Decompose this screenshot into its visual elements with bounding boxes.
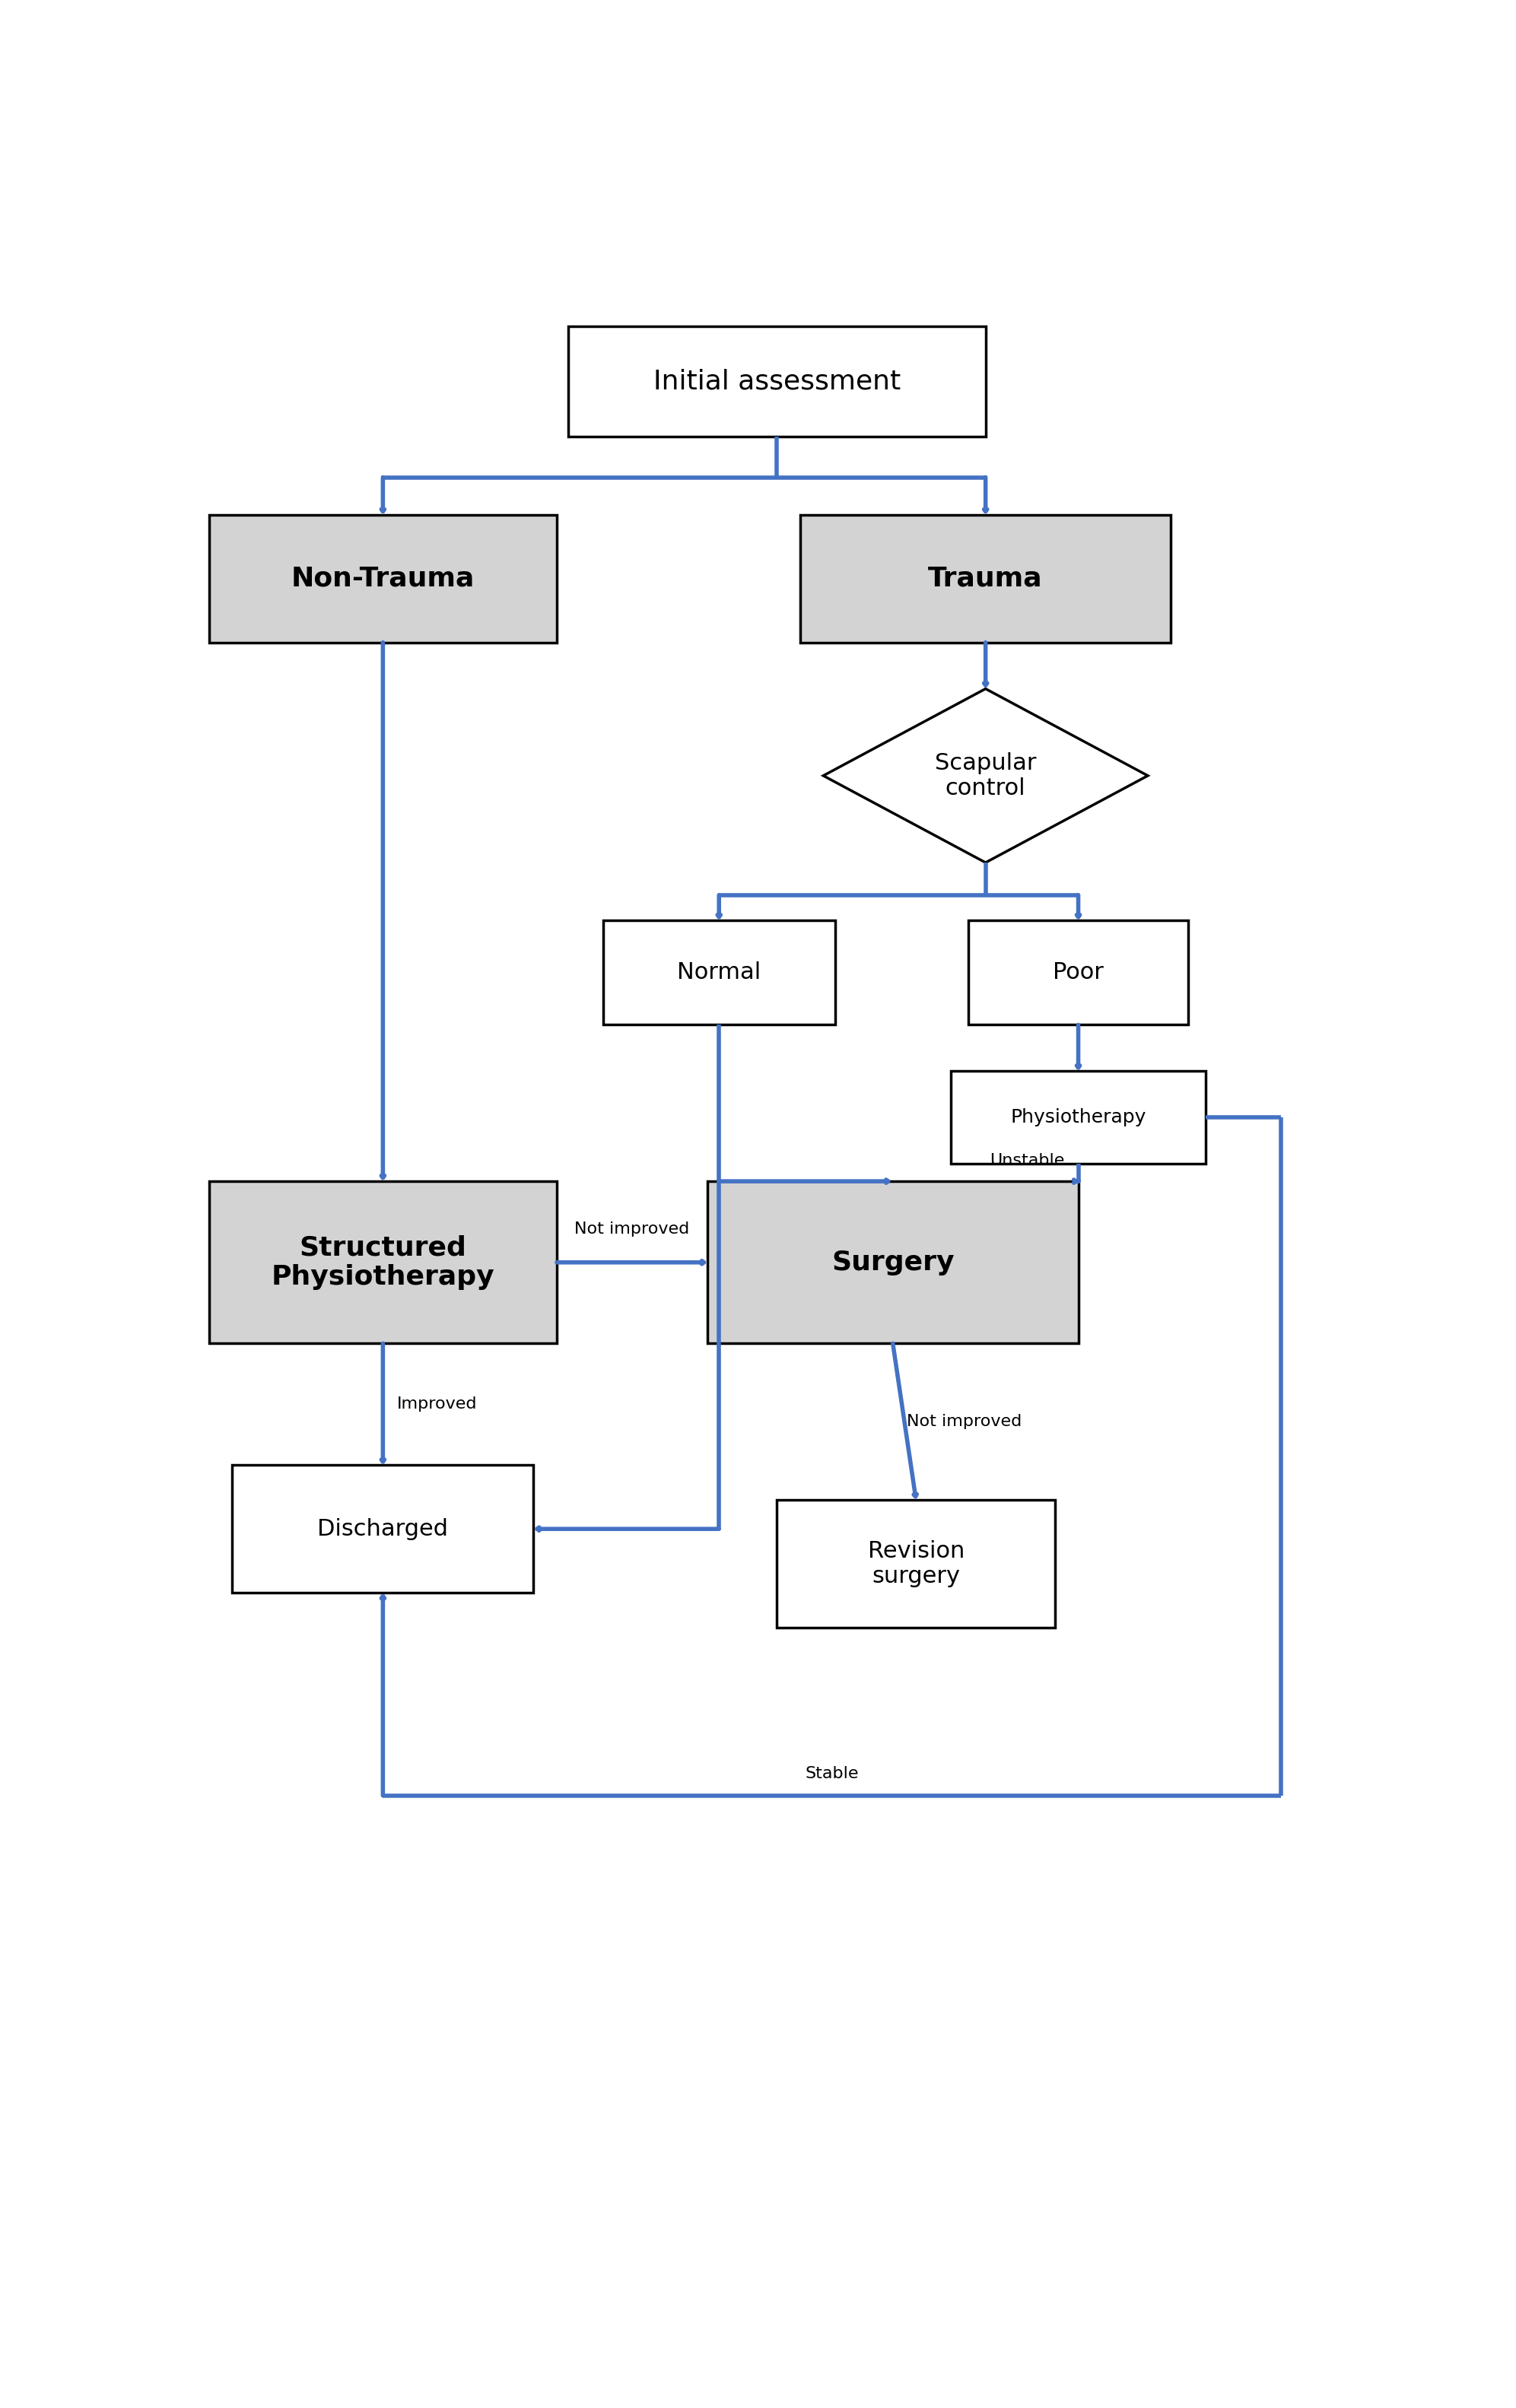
FancyBboxPatch shape (603, 920, 835, 1026)
Text: Initial assessment: Initial assessment (653, 368, 901, 395)
FancyBboxPatch shape (708, 1182, 1078, 1344)
Text: Not improved: Not improved (575, 1221, 690, 1238)
FancyBboxPatch shape (951, 1072, 1205, 1163)
FancyBboxPatch shape (800, 515, 1170, 643)
Text: Non-Trauma: Non-Trauma (291, 566, 475, 592)
Text: Surgery: Surgery (831, 1250, 954, 1276)
FancyBboxPatch shape (776, 1500, 1055, 1628)
Text: Revision
surgery: Revision surgery (867, 1539, 964, 1587)
FancyBboxPatch shape (209, 515, 556, 643)
Text: Physiotherapy: Physiotherapy (1011, 1108, 1146, 1127)
Text: Poor: Poor (1052, 961, 1104, 985)
Text: Discharged: Discharged (317, 1517, 449, 1541)
Text: Not improved: Not improved (907, 1413, 1022, 1430)
Polygon shape (823, 689, 1148, 862)
Text: Structured
Physiotherapy: Structured Physiotherapy (271, 1235, 494, 1291)
FancyBboxPatch shape (568, 327, 985, 436)
FancyBboxPatch shape (232, 1464, 534, 1592)
FancyBboxPatch shape (209, 1182, 556, 1344)
Text: Improved: Improved (397, 1397, 478, 1411)
Text: Stable: Stable (805, 1767, 860, 1782)
Text: Unstable: Unstable (990, 1153, 1064, 1168)
Text: Normal: Normal (678, 961, 761, 985)
Text: Trauma: Trauma (928, 566, 1043, 592)
Text: Scapular
control: Scapular control (935, 751, 1037, 799)
FancyBboxPatch shape (969, 920, 1189, 1026)
